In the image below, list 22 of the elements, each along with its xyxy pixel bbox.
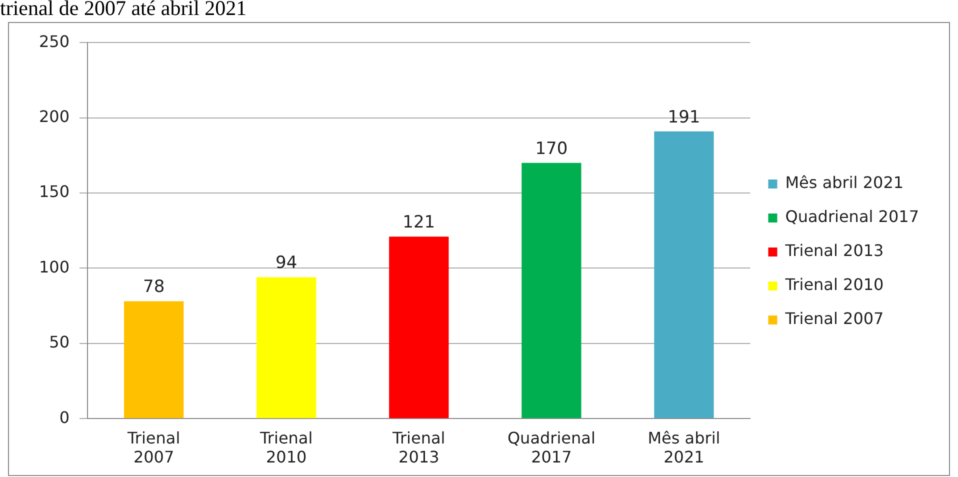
chart-title: trienal de 2007 até abril 2021 xyxy=(0,0,247,20)
data-label: 191 xyxy=(668,107,700,128)
y-tick-label: 0 xyxy=(59,408,70,427)
y-tick-label: 150 xyxy=(38,182,70,202)
legend-label: Quadrienal 2017 xyxy=(785,207,920,226)
x-tick-label: Trienal 2007 xyxy=(126,428,180,467)
data-label: 121 xyxy=(402,212,436,233)
data-label: 78 xyxy=(142,277,165,298)
x-tick-label: Trienal 2013 xyxy=(392,428,446,467)
legend-label: Trienal 2007 xyxy=(784,309,884,328)
legend-label: Trienal 2013 xyxy=(784,241,884,260)
data-label: 94 xyxy=(276,253,298,274)
y-tick-label: 50 xyxy=(49,332,70,352)
y-tick-label: 100 xyxy=(38,257,70,276)
legend-label: Trienal 2010 xyxy=(784,275,884,294)
x-tick-label: Quadrienal 2017 xyxy=(507,428,596,467)
x-tick-label: Trienal 2010 xyxy=(259,428,313,467)
y-tick-label: 200 xyxy=(38,106,70,126)
y-tick-label: 250 xyxy=(38,32,70,51)
data-label: 170 xyxy=(535,138,568,159)
legend-label: Mês abril 2021 xyxy=(785,173,904,192)
x-tick-label: Mês abril 2021 xyxy=(648,428,720,467)
